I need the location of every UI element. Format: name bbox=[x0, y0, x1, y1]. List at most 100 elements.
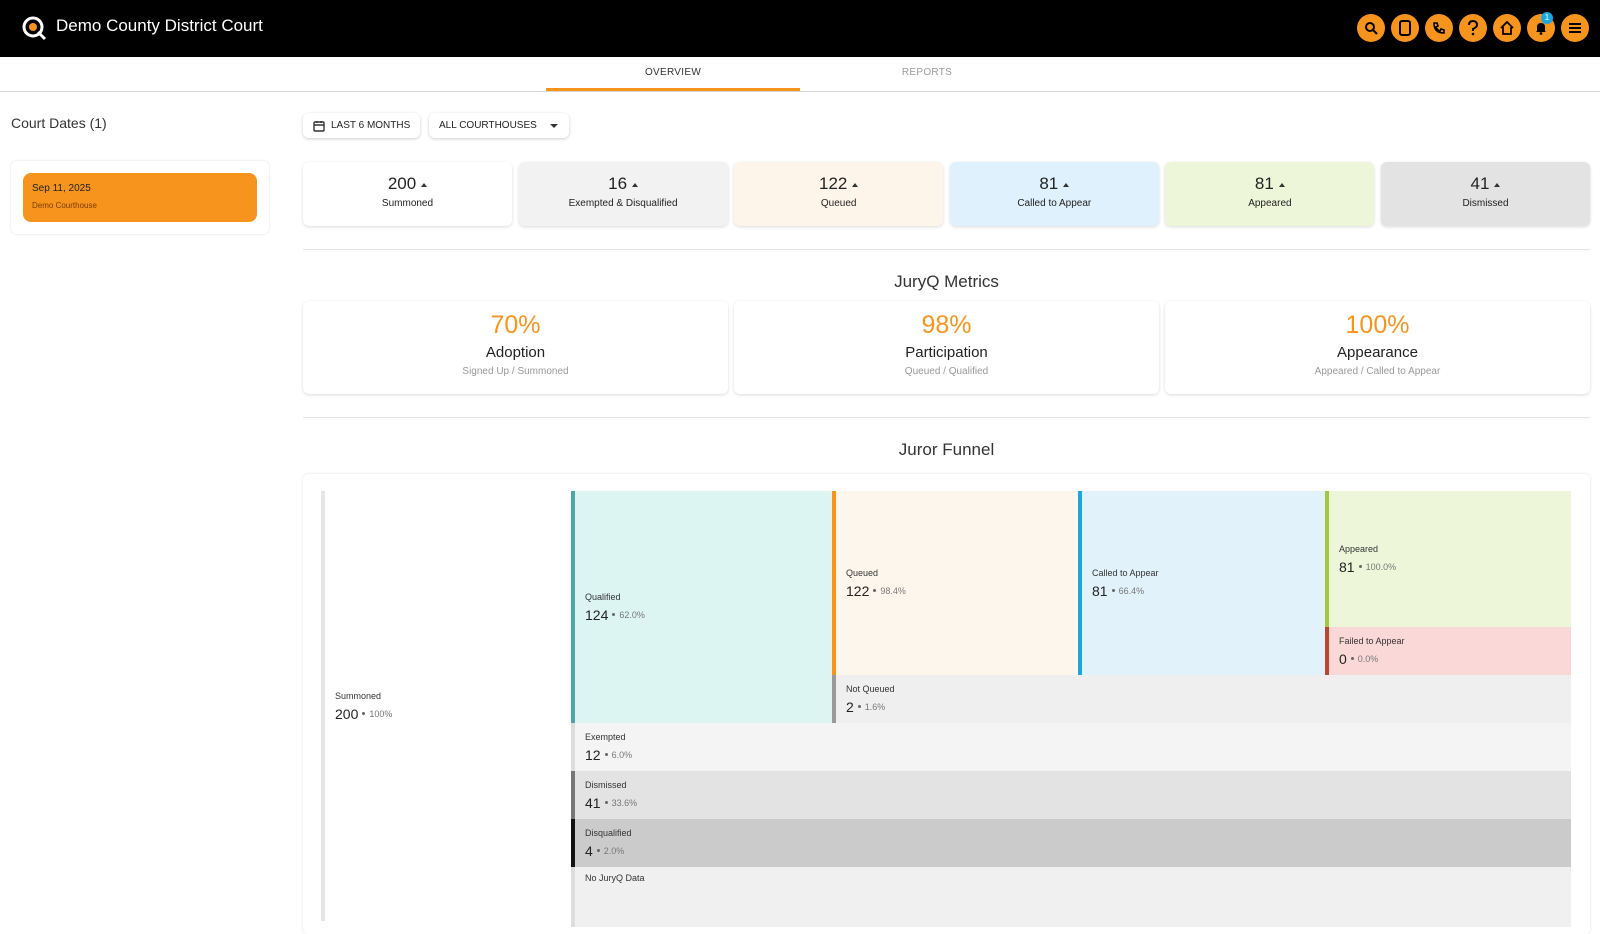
filter-label: LAST 6 MONTHS bbox=[331, 120, 411, 131]
separator bbox=[857, 705, 861, 708]
node-count: 81 bbox=[1092, 582, 1108, 599]
node-label: Failed to Appear bbox=[1339, 635, 1405, 646]
metric-value: 100% bbox=[1345, 311, 1410, 339]
stat-number: 16 bbox=[608, 174, 628, 193]
help-icon[interactable] bbox=[1459, 14, 1487, 42]
funnel-node: Not Queued 2 1.6% bbox=[832, 675, 1571, 723]
node-value: 4 2.0% bbox=[585, 843, 1571, 859]
date-item[interactable]: Sep 11, 2025 Demo Courthouse bbox=[23, 173, 257, 222]
metric-card: 100% Appearance Appeared / Called to Appea… bbox=[1165, 301, 1590, 394]
filter-label: ALL COURTHOUSES bbox=[439, 120, 537, 131]
stat-card: 200 Summoned bbox=[303, 162, 512, 226]
date-list: Sep 11, 2025 Demo Courthouse bbox=[11, 161, 269, 234]
node-count: 124 bbox=[585, 606, 609, 623]
node-label: Summoned bbox=[335, 690, 382, 701]
node-label: Exempted bbox=[585, 731, 626, 742]
trend-arrow bbox=[632, 182, 639, 187]
logo[interactable] bbox=[21, 15, 47, 41]
date-filter[interactable]: LAST 6 MONTHS bbox=[303, 113, 421, 138]
node-label: Called to Appear bbox=[1092, 567, 1159, 578]
top-bar: Demo County District Court 1 bbox=[0, 0, 1600, 57]
metric-formula: Appeared / Called to Appear bbox=[1314, 366, 1441, 377]
stat-number: 122 bbox=[819, 174, 848, 193]
stat-number: 200 bbox=[387, 174, 417, 193]
courthouse-filter[interactable]: ALL COURTHOUSES bbox=[429, 113, 569, 138]
node-label: Queued bbox=[846, 567, 879, 578]
node-percent: 33.6% bbox=[611, 797, 638, 808]
stat-card: 41 Dismissed bbox=[1381, 162, 1590, 226]
node-value: 122 98.4% bbox=[846, 583, 1078, 599]
node-value: 2 1.6% bbox=[846, 699, 1571, 715]
stat-label: Queued bbox=[820, 198, 857, 209]
stat-value: 41 bbox=[1381, 174, 1590, 194]
stat-label: Dismissed bbox=[1462, 198, 1509, 209]
funnel-node: Exempted 12 6.0% bbox=[571, 723, 1571, 771]
funnel-node: Called to Appear 81 66.4% bbox=[1078, 491, 1325, 675]
node-label: Not Queued bbox=[846, 683, 895, 694]
trend-arrow bbox=[1278, 182, 1285, 187]
search-icon[interactable] bbox=[1357, 14, 1385, 42]
node-label: Dismissed bbox=[585, 779, 627, 790]
trend-arrow bbox=[852, 182, 859, 187]
funnel-node: Dismissed 41 33.6% bbox=[571, 771, 1571, 819]
separator bbox=[1111, 589, 1115, 592]
stat-label: Summoned bbox=[381, 198, 434, 209]
funnel-node: Disqualified 4 2.0% bbox=[571, 819, 1571, 867]
stat-value: 81 bbox=[950, 174, 1159, 194]
funnel-node: Summoned 200 100% bbox=[321, 491, 571, 921]
menu-icon[interactable] bbox=[1561, 14, 1589, 42]
phone-icon[interactable] bbox=[1425, 14, 1453, 42]
metric-value: 70% bbox=[490, 311, 541, 339]
node-value: 0 0.0% bbox=[1339, 651, 1571, 667]
node-percent: 66.4% bbox=[1118, 585, 1145, 596]
separator bbox=[604, 801, 608, 804]
node-percent: 1.6% bbox=[864, 701, 886, 712]
home-icon[interactable] bbox=[1493, 14, 1521, 42]
court-title: Demo County District Court bbox=[56, 16, 263, 35]
metric-label: Adoption bbox=[485, 344, 546, 361]
tab[interactable]: REPORTS bbox=[901, 67, 953, 78]
node-label: Qualified bbox=[585, 591, 621, 602]
stat-number: 81 bbox=[1039, 174, 1059, 193]
stat-card: 16 Exempted & Disqualified bbox=[518, 162, 728, 226]
metric-label: Participation bbox=[905, 344, 988, 361]
node-percent: 100% bbox=[369, 708, 393, 719]
separator bbox=[1350, 657, 1354, 660]
node-count: 4 bbox=[585, 842, 593, 859]
node-value: 41 33.6% bbox=[585, 795, 1571, 811]
stat-card: 81 Called to Appear bbox=[949, 162, 1159, 226]
node-label: No JuryQ Data bbox=[585, 873, 645, 883]
metric-formula: Queued / Qualified bbox=[904, 366, 989, 377]
separator bbox=[362, 712, 366, 715]
separator bbox=[612, 613, 616, 616]
node-percent: 0.0% bbox=[1357, 653, 1379, 664]
trend-arrow bbox=[1063, 182, 1070, 187]
node-count: 12 bbox=[585, 746, 601, 763]
stat-value: 200 bbox=[303, 174, 512, 194]
stat-label: Exempted & Disqualified bbox=[568, 198, 678, 209]
stat-label: Appeared bbox=[1248, 198, 1292, 209]
node-label: Appeared bbox=[1339, 543, 1379, 554]
node-count: 200 bbox=[335, 705, 359, 722]
tab[interactable]: OVERVIEW bbox=[644, 67, 702, 78]
node-percent: 6.0% bbox=[611, 749, 633, 760]
section-title: JuryQ Metrics bbox=[894, 272, 999, 291]
tab-underline bbox=[546, 88, 800, 91]
stat-card: 122 Queued bbox=[734, 162, 944, 226]
funnel-node: Qualified 124 62.0% bbox=[571, 491, 832, 723]
stat-value: 16 bbox=[519, 174, 728, 194]
node-percent: 62.0% bbox=[619, 609, 645, 620]
node-value: 124 62.0% bbox=[585, 607, 832, 623]
node-count: 0 bbox=[1339, 650, 1347, 667]
tablet-icon[interactable] bbox=[1391, 14, 1419, 42]
metric-card: 98% Participation Queued / Qualified bbox=[734, 301, 1159, 394]
stat-number: 41 bbox=[1470, 174, 1490, 193]
tab-divider bbox=[0, 91, 1600, 92]
notification-badge: 1 bbox=[1541, 12, 1553, 24]
stat-value: 81 bbox=[1165, 174, 1374, 194]
separator bbox=[1358, 565, 1362, 568]
node-count: 2 bbox=[846, 698, 854, 715]
stat-value: 122 bbox=[734, 174, 943, 194]
node-label: Disqualified bbox=[585, 827, 632, 838]
metric-card: 70% Adoption Signed Up / Summoned bbox=[303, 301, 728, 394]
